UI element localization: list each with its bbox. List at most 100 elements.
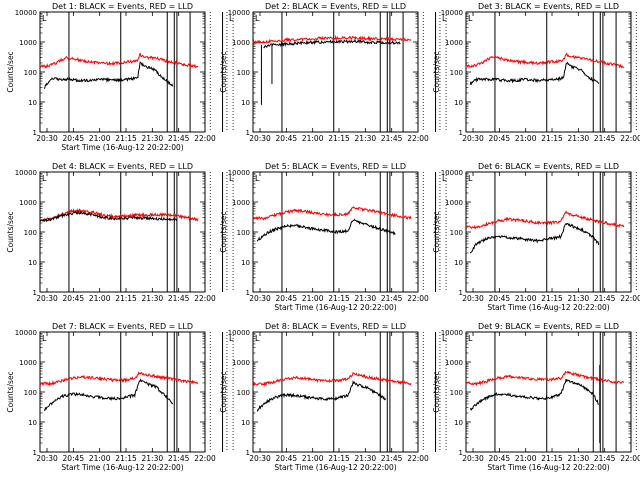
panel-title: Det 8: BLACK = Events, RED = LLD (265, 322, 406, 331)
x-tick-label: 21:00 (302, 134, 324, 143)
lld-series-line (252, 371, 412, 388)
lld-series-line (39, 52, 199, 69)
panel-title: Det 5: BLACK = Events, RED = LLD (265, 162, 406, 171)
x-tick-label: 21:30 (355, 294, 377, 303)
y-tick-label: 1 (33, 449, 37, 457)
marker-label: L (255, 174, 260, 183)
y-tick-label: 1000 (232, 359, 250, 367)
y-tick-label: 10 (241, 99, 250, 107)
marker-label: L (42, 174, 47, 183)
detector-panel-8: Det 8: BLACK = Events, RED = LLD 1 10 100 10… (219, 322, 447, 472)
x-tick-label: 21:15 (328, 134, 350, 143)
x-tick-label: 21:15 (541, 454, 563, 463)
panel-title: Det 1: BLACK = Events, RED = LLD (52, 2, 193, 11)
x-tick-label: 20:45 (63, 134, 85, 143)
y-axis-label: Counts/sec (432, 371, 441, 412)
events-series-line (43, 61, 174, 90)
marker-label: L (229, 14, 234, 23)
x-tick-label: 20:45 (276, 454, 298, 463)
x-tick-label: 21:45 (381, 454, 403, 463)
y-tick-label: 1 (459, 449, 463, 457)
x-tick-label: 21:45 (168, 454, 190, 463)
x-tick-label: 21:45 (168, 294, 190, 303)
y-tick-label: 10 (454, 419, 463, 427)
detector-panel-5: Det 5: BLACK = Events, RED = LLD 1 10 100 10… (219, 162, 447, 312)
x-tick-label: 21:30 (568, 454, 590, 463)
y-tick-label: 10 (454, 259, 463, 267)
x-tick-label: 20:45 (489, 294, 511, 303)
y-tick-label: 1 (459, 289, 463, 297)
y-tick-label: 1000 (19, 39, 37, 47)
x-tick-label: 21:45 (168, 134, 190, 143)
marker-label: L (255, 334, 260, 343)
marker-label: L (442, 14, 447, 23)
x-tick-label: 20:45 (489, 454, 511, 463)
y-tick-label: 1000 (232, 39, 250, 47)
y-axis-label: Counts/sec (219, 51, 228, 92)
marker-label: L (468, 334, 473, 343)
lld-series-line (465, 210, 625, 230)
y-tick-label: 100 (450, 389, 463, 397)
lld-series-line (39, 371, 199, 387)
y-tick-label: 100 (450, 229, 463, 237)
panel-title: Det 4: BLACK = Events, RED = LLD (52, 162, 193, 171)
plot-frame (252, 11, 419, 133)
x-tick-label: 21:15 (115, 294, 137, 303)
x-axis-label: Start Time (16-Aug-12 20:22:00) (274, 303, 396, 312)
x-tick-label: 22:00 (194, 454, 216, 463)
marker-label: L (42, 334, 47, 343)
x-tick-label: 22:00 (194, 294, 216, 303)
y-tick-label: 100 (450, 69, 463, 77)
x-tick-label: 21:15 (328, 454, 350, 463)
y-tick-label: 1 (33, 129, 37, 137)
x-tick-label: 22:00 (620, 294, 640, 303)
x-tick-label: 21:45 (381, 134, 403, 143)
x-tick-label: 21:00 (515, 454, 537, 463)
marker-label: L (42, 14, 47, 23)
y-axis-label: Counts/sec (219, 371, 228, 412)
y-tick-label: 1 (33, 289, 37, 297)
detector-panel-9: Det 9: BLACK = Events, RED = LLD 1 10 100 10… (432, 322, 640, 472)
plot-frame (465, 171, 632, 293)
plot-frame (39, 11, 206, 133)
x-tick-label: 20:30 (36, 454, 58, 463)
plot-frame (39, 331, 206, 453)
plot-frame (39, 171, 206, 293)
x-tick-label: 20:30 (462, 134, 484, 143)
y-tick-label: 10 (454, 99, 463, 107)
detector-panel-1: Det 1: BLACK = Events, RED = LLD 1 10 100 10… (6, 2, 234, 152)
x-tick-label: 20:45 (276, 134, 298, 143)
x-tick-label: 22:00 (620, 454, 640, 463)
marker-label: L (468, 14, 473, 23)
x-tick-label: 21:00 (89, 294, 111, 303)
y-tick-label: 10000 (441, 169, 463, 177)
y-tick-label: 1 (459, 129, 463, 137)
x-tick-label: 21:45 (381, 294, 403, 303)
events-series-line (43, 378, 174, 412)
y-axis-label: Counts/sec (6, 211, 15, 252)
y-tick-label: 1000 (445, 39, 463, 47)
x-tick-label: 20:30 (249, 134, 271, 143)
y-tick-label: 10000 (15, 329, 37, 337)
y-tick-label: 10000 (228, 169, 250, 177)
y-tick-label: 1 (246, 289, 250, 297)
y-tick-label: 10 (28, 259, 37, 267)
y-tick-label: 10000 (441, 329, 463, 337)
x-tick-label: 22:00 (620, 134, 640, 143)
x-tick-label: 21:30 (355, 454, 377, 463)
detector-panel-2: Det 2: BLACK = Events, RED = LLD 1 10 100 10… (219, 2, 447, 143)
x-axis-label: Start Time (16-Aug-12 20:22:00) (61, 463, 183, 472)
plot-frame (465, 11, 632, 133)
marker-label: L (468, 174, 473, 183)
x-tick-label: 21:00 (515, 134, 537, 143)
detector-panel-6: Det 6: BLACK = Events, RED = LLD 1 10 100 10… (432, 162, 640, 312)
lld-series-line (465, 370, 625, 387)
x-tick-label: 21:15 (328, 294, 350, 303)
y-tick-label: 100 (237, 389, 250, 397)
detector-panel-4: Det 4: BLACK = Events, RED = LLD 1 10 100 10… (6, 162, 234, 303)
x-tick-label: 20:45 (276, 294, 298, 303)
x-tick-label: 20:30 (249, 294, 271, 303)
x-tick-label: 21:00 (302, 294, 324, 303)
x-tick-label: 20:30 (462, 454, 484, 463)
